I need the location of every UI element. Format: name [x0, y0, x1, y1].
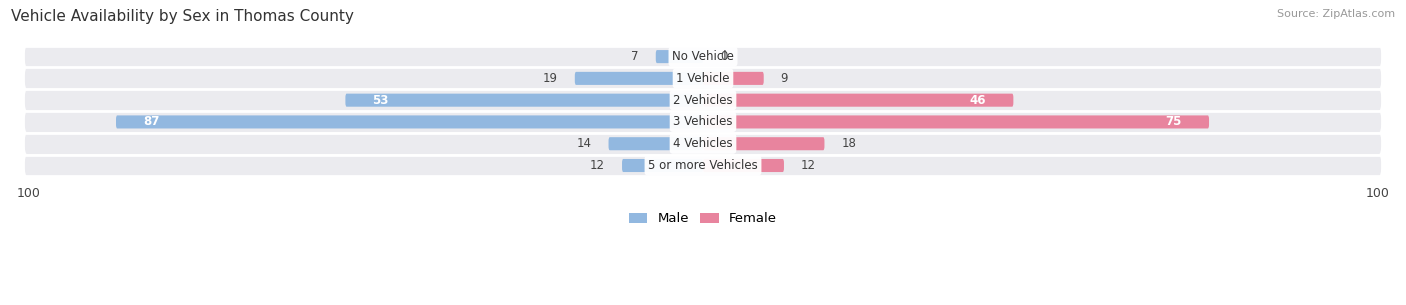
Text: Source: ZipAtlas.com: Source: ZipAtlas.com: [1277, 9, 1395, 19]
Text: 3 Vehicles: 3 Vehicles: [673, 116, 733, 128]
FancyBboxPatch shape: [703, 137, 824, 150]
FancyBboxPatch shape: [25, 112, 1381, 132]
FancyBboxPatch shape: [655, 50, 703, 63]
Legend: Male, Female: Male, Female: [624, 207, 782, 231]
Text: 53: 53: [373, 94, 389, 107]
FancyBboxPatch shape: [346, 94, 703, 107]
Text: 1 Vehicle: 1 Vehicle: [676, 72, 730, 85]
FancyBboxPatch shape: [621, 159, 703, 172]
Text: 9: 9: [780, 72, 789, 85]
Text: 0: 0: [720, 50, 727, 63]
Text: 5 or more Vehicles: 5 or more Vehicles: [648, 159, 758, 172]
Text: Vehicle Availability by Sex in Thomas County: Vehicle Availability by Sex in Thomas Co…: [11, 9, 354, 24]
Text: 4 Vehicles: 4 Vehicles: [673, 137, 733, 150]
Text: 2 Vehicles: 2 Vehicles: [673, 94, 733, 107]
FancyBboxPatch shape: [25, 46, 1381, 67]
FancyBboxPatch shape: [703, 72, 763, 85]
FancyBboxPatch shape: [25, 68, 1381, 89]
Text: 12: 12: [801, 159, 815, 172]
Text: 87: 87: [143, 116, 159, 128]
Text: 75: 75: [1166, 116, 1182, 128]
FancyBboxPatch shape: [25, 133, 1381, 154]
Text: 7: 7: [631, 50, 638, 63]
Text: 18: 18: [841, 137, 856, 150]
Text: No Vehicle: No Vehicle: [672, 50, 734, 63]
FancyBboxPatch shape: [25, 155, 1381, 176]
FancyBboxPatch shape: [703, 94, 1014, 107]
FancyBboxPatch shape: [117, 115, 703, 128]
Text: 19: 19: [543, 72, 558, 85]
FancyBboxPatch shape: [703, 115, 1209, 128]
Text: 14: 14: [576, 137, 592, 150]
FancyBboxPatch shape: [25, 90, 1381, 111]
FancyBboxPatch shape: [609, 137, 703, 150]
Text: 46: 46: [970, 94, 987, 107]
FancyBboxPatch shape: [703, 159, 785, 172]
Text: 12: 12: [591, 159, 605, 172]
FancyBboxPatch shape: [575, 72, 703, 85]
